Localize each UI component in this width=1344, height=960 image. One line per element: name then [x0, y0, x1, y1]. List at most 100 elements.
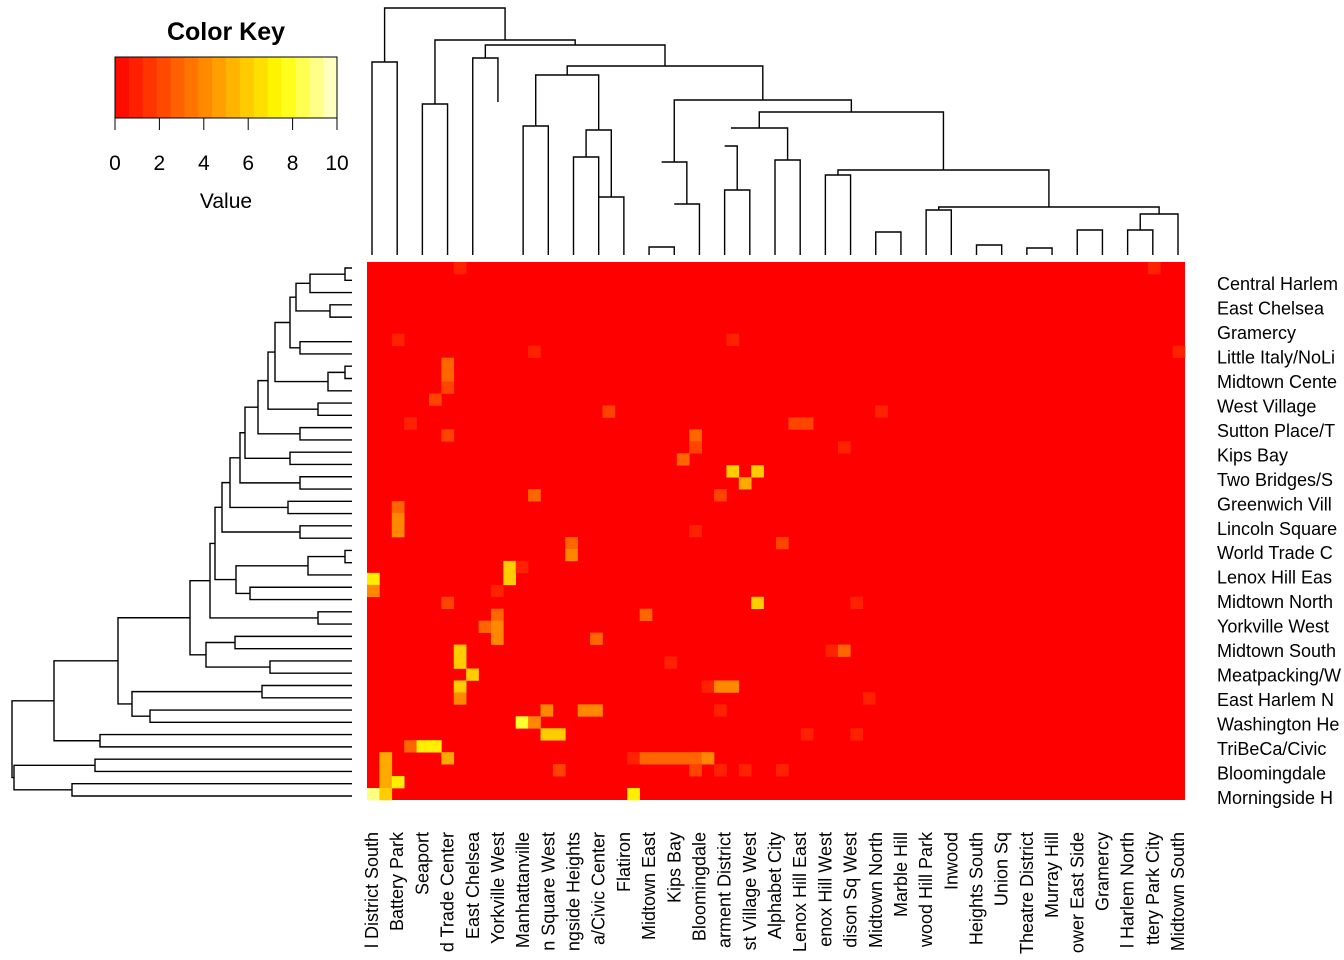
dendrogram-branch: [434, 39, 576, 104]
row-label: Little Italy/NoLi: [1217, 347, 1335, 367]
dendrogram-branch: [925, 209, 953, 255]
heatmap-cell: [528, 489, 541, 502]
dendrogram-branch: [648, 246, 675, 255]
dendrogram-branch: [71, 783, 352, 797]
dendrogram-branch: [344, 267, 352, 281]
heatmap-cell: [379, 752, 393, 765]
heatmap-cell: [627, 788, 640, 801]
heatmap-cell: [602, 405, 616, 418]
dendrogram-branch: [235, 565, 308, 595]
color-key-swatch: [267, 57, 283, 118]
color-key: Color Key 0 2 4 6 8 10 Value: [109, 18, 349, 213]
row-label: World Trade C: [1217, 543, 1333, 563]
heatmap-cell: [875, 405, 888, 418]
dendrogram-branch: [289, 451, 352, 466]
dendrogram-branch: [99, 733, 352, 748]
column-label: l Harlem North: [1118, 832, 1138, 948]
color-key-swatch: [198, 57, 213, 118]
dendrogram-branch: [209, 542, 318, 619]
heatmap-cell: [428, 740, 442, 753]
heatmap-cell: [862, 692, 876, 705]
color-key-swatch: [156, 57, 172, 118]
heatmap-cell: [428, 393, 442, 406]
dendrogram-branch: [244, 406, 290, 460]
dendrogram-branch: [205, 641, 270, 668]
heatmap-cell: [391, 525, 405, 538]
heatmap-cell: [837, 441, 851, 454]
heatmap-cells: [367, 262, 1186, 801]
color-key-swatch: [115, 57, 130, 118]
row-label: East Chelsea: [1217, 298, 1325, 318]
heatmap-cell: [689, 429, 702, 442]
dendrogram-branch: [327, 371, 352, 392]
heatmap-cell: [552, 764, 566, 777]
dendrogram-branch: [824, 174, 852, 255]
heatmap-cell: [738, 764, 752, 777]
heatmap-cell: [528, 345, 541, 358]
color-key-swatch: [323, 57, 338, 118]
heatmap-cell: [577, 704, 591, 717]
dendrogram-branch: [674, 203, 701, 255]
dendrogram-branch: [317, 402, 352, 417]
dendrogram-branch: [274, 321, 328, 383]
heatmap-cell: [676, 752, 690, 765]
heatmap-cell: [714, 489, 727, 502]
color-key-swatch: [212, 57, 227, 118]
dendrogram-branch: [344, 365, 352, 380]
color-key-swatch: [170, 57, 185, 118]
column-label: Murray Hill: [1042, 832, 1062, 918]
row-label: Midtown Cente: [1217, 372, 1337, 392]
dendrogram-branch: [344, 549, 352, 564]
dendrogram-branch: [472, 57, 499, 255]
heatmap-cell: [689, 525, 702, 538]
heatmap-cell: [466, 668, 479, 681]
dendrogram-branch: [1126, 229, 1154, 255]
heatmap-cell: [416, 740, 430, 753]
heatmap-cell: [689, 764, 702, 777]
row-label: Lenox Hill Eas: [1217, 568, 1332, 588]
row-label: East Harlem N: [1217, 690, 1334, 710]
heatmap-cell: [441, 596, 455, 610]
heatmap-cell: [850, 728, 864, 741]
dendrogram-branch: [149, 709, 352, 724]
dendrogram-branch: [299, 525, 352, 539]
column-label: Alphabet City: [765, 832, 785, 939]
dendrogram-branch: [724, 145, 738, 190]
heatmap-cell: [652, 752, 665, 765]
heatmap-cell: [528, 716, 541, 729]
dendrogram-branch: [299, 340, 352, 355]
heatmap-cell: [788, 417, 802, 430]
dendrogram-branch: [131, 690, 262, 717]
column-label: Marble Hill: [891, 832, 911, 917]
color-key-swatch: [128, 57, 144, 118]
heatmap-cell: [453, 680, 467, 693]
column-label: Union Sq: [992, 832, 1012, 906]
column-label: l District South: [362, 832, 382, 948]
dendrogram-branch: [189, 580, 210, 656]
heatmap-cell: [738, 477, 752, 490]
row-label: Morningside H: [1217, 788, 1333, 808]
column-label: Flatiron: [614, 832, 634, 892]
column-label: East Chelsea: [463, 831, 483, 939]
column-label: Kips Bay: [664, 832, 684, 903]
dendrogram-branch: [249, 586, 352, 601]
dendrogram-branch: [938, 206, 1160, 214]
heatmap-cell: [453, 644, 467, 657]
heatmap-cell: [800, 417, 814, 430]
row-label: TriBeCa/Civic: [1217, 739, 1326, 759]
heatmap-cell: [391, 513, 405, 526]
dendrogram-branch: [1076, 229, 1104, 255]
column-labels: l District South Battery Park Seaport d Tra…: [362, 831, 1188, 954]
column-label: a/Civic Center: [589, 832, 609, 945]
heatmap-cell: [503, 560, 517, 574]
column-label: Heights South: [967, 832, 987, 945]
dendrogram-branch: [371, 61, 398, 255]
row-label: West Village: [1217, 396, 1316, 416]
column-label: ttery Park City: [1143, 832, 1163, 945]
heatmap-cell: [379, 764, 393, 777]
dendrogram-branch: [484, 44, 666, 66]
column-label: Midtown East: [639, 832, 659, 940]
color-key-tick-label: 2: [154, 152, 166, 175]
heatmap-cell: [404, 417, 417, 430]
